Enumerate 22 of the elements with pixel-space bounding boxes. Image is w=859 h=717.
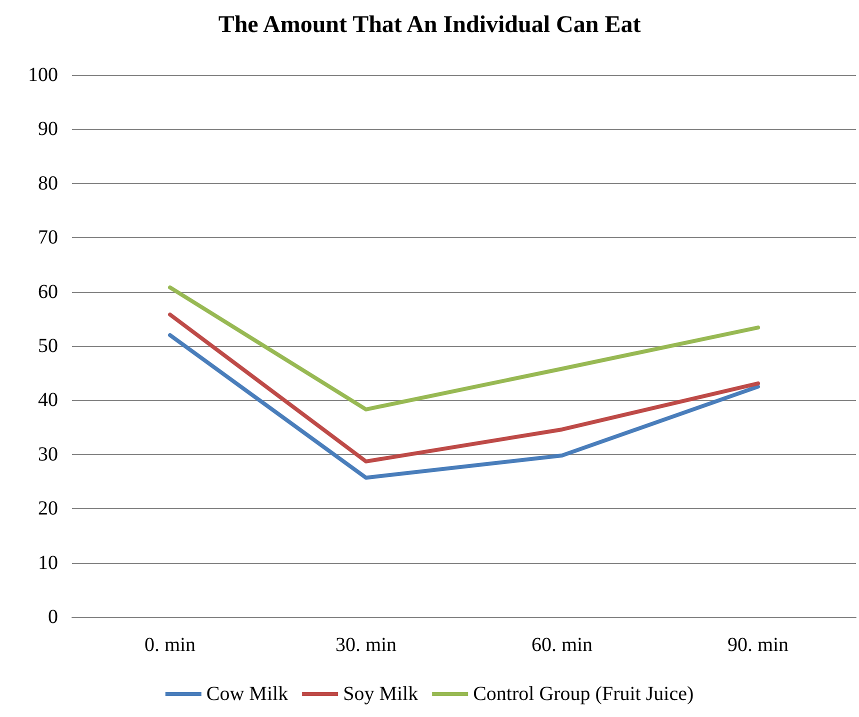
y-tick-label: 0 — [48, 606, 58, 628]
y-tick-label: 30 — [38, 443, 58, 466]
y-tick-label: 90 — [38, 118, 58, 140]
y-tick-label: 20 — [38, 498, 58, 520]
y-tick-label: 70 — [38, 226, 58, 249]
line-series — [168, 285, 760, 412]
x-tick-label: 30. min — [335, 634, 397, 656]
x-tick-label: 90. min — [727, 634, 789, 656]
x-tick-label: 60. min — [531, 634, 593, 656]
y-tick-label: 80 — [38, 172, 58, 194]
legend-label: Control Group (Fruit Juice) — [473, 683, 694, 705]
chart-title: The Amount That An Individual Can Eat — [218, 12, 641, 38]
y-tick-label: 60 — [38, 280, 58, 303]
line-series — [168, 333, 760, 480]
x-tick-label: 0. min — [144, 634, 196, 656]
y-tick-label: 50 — [38, 335, 58, 357]
y-tick-label: 40 — [38, 389, 58, 412]
legend-label: Soy Milk — [343, 683, 418, 705]
legend-label: Cow Milk — [206, 683, 288, 705]
y-tick-label: 100 — [28, 64, 58, 86]
line-series — [168, 312, 760, 464]
y-tick-label: 10 — [38, 552, 58, 574]
